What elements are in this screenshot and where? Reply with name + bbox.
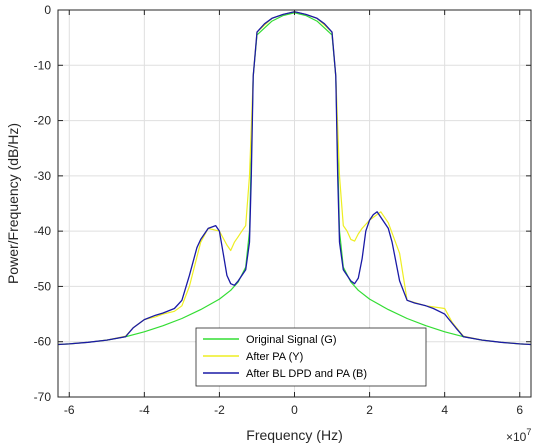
y-tick-label: -50: [34, 279, 52, 293]
ticks: [58, 9, 531, 398]
x-tick-label: -2: [214, 403, 225, 417]
y-tick-label: -30: [34, 169, 52, 183]
x-axis-exponent-power: 7: [526, 427, 531, 437]
x-tick-label: 6: [516, 403, 523, 417]
y-tick-label: -70: [34, 390, 52, 404]
x-tick-label: 2: [366, 403, 373, 417]
x-tick-label: -6: [64, 403, 75, 417]
tick-labels: -6 -4 -2 0 2 4 60-10-20-30-40-50-60-70: [34, 3, 524, 417]
y-tick-label: -10: [34, 58, 52, 72]
legend-box: [195, 327, 427, 387]
y-tick-label: -40: [34, 224, 52, 238]
legend-label-2: After PA (Y): [246, 351, 303, 363]
x-tick-label: 0: [291, 403, 298, 417]
x-tick-label: -4: [139, 403, 150, 417]
y-axis-label: Power/Frequency (dB/Hz): [5, 123, 21, 284]
legend: Original Signal (G) After PA (Y) After BL …: [195, 327, 427, 387]
legend-label-1: Original Signal (G): [246, 334, 336, 346]
y-tick-label: -20: [34, 114, 52, 128]
x-axis-exponent-base: ×10: [506, 430, 527, 444]
y-tick-label: -60: [34, 335, 52, 349]
x-axis-label: Frequency (Hz): [246, 427, 342, 443]
series-line-3: [57, 11, 532, 346]
x-tick-label: 4: [441, 403, 448, 417]
legend-label-3: After BL DPD and PA (B): [246, 368, 367, 380]
x-axis-exponent: ×107: [506, 427, 531, 444]
y-tick-label: 0: [44, 3, 51, 17]
